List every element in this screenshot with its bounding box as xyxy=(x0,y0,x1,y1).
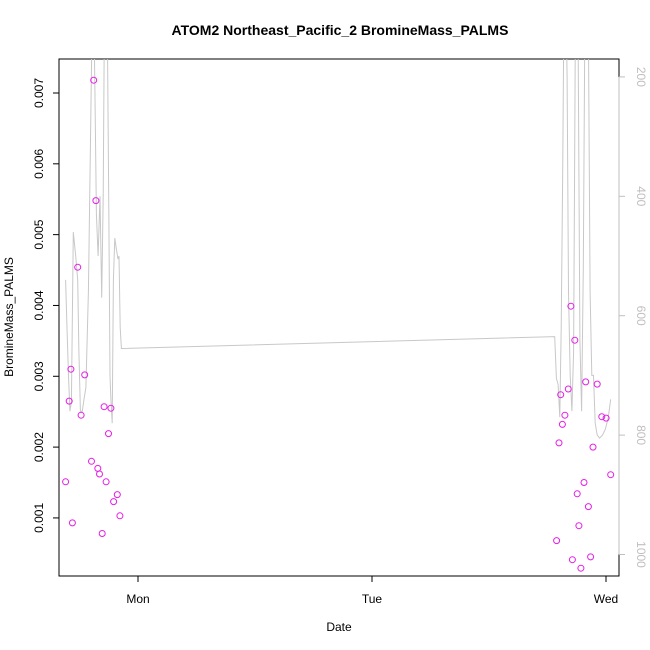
x-tick-label: Tue xyxy=(362,592,383,606)
data-point xyxy=(113,491,121,499)
y2-tick-label: 800 xyxy=(634,425,648,445)
data-point xyxy=(62,478,70,486)
y-tick-label: 0.002 xyxy=(32,432,46,462)
data-point xyxy=(116,512,124,520)
data-point xyxy=(92,197,100,205)
y-tick-label: 0.006 xyxy=(32,148,46,178)
pressure-line xyxy=(65,59,612,439)
data-point xyxy=(573,490,581,498)
data-point xyxy=(553,537,561,545)
chart-title: ATOM2 Northeast_Pacific_2 BromineMass_PA… xyxy=(172,22,509,38)
data-point xyxy=(96,470,103,478)
data-point xyxy=(564,385,572,393)
data-point xyxy=(598,413,606,421)
data-point xyxy=(105,430,112,438)
data-point xyxy=(584,503,592,511)
data-point xyxy=(88,457,95,465)
data-point xyxy=(582,378,590,386)
data-point xyxy=(90,76,98,84)
y-tick-label: 0.003 xyxy=(32,361,46,391)
data-point xyxy=(74,263,82,271)
data-point xyxy=(98,530,106,537)
data-point xyxy=(94,464,102,472)
plot-frame xyxy=(58,58,620,577)
data-point xyxy=(77,411,85,419)
x-tick-label: Wed xyxy=(594,592,618,606)
x-axis-label: Date xyxy=(326,620,352,634)
data-point xyxy=(571,336,579,344)
y-axis-label: BromineMass_PALMS xyxy=(2,257,16,377)
data-point xyxy=(602,414,610,422)
scatter-points xyxy=(62,76,615,572)
data-point xyxy=(577,564,585,572)
data-point xyxy=(555,439,563,447)
y-tick-label: 0.004 xyxy=(32,290,46,320)
data-point xyxy=(593,380,601,388)
data-point xyxy=(110,498,118,506)
y2-axis: 200 400 600 800 1000 xyxy=(618,67,648,568)
data-point xyxy=(67,365,75,373)
data-point xyxy=(575,522,583,530)
data-point xyxy=(65,397,73,405)
data-point xyxy=(100,403,108,411)
data-point xyxy=(68,519,76,527)
y2-tick-label: 600 xyxy=(634,306,648,326)
data-point xyxy=(561,411,569,419)
data-point xyxy=(567,302,575,310)
data-point xyxy=(558,420,566,428)
y-tick-label: 0.001 xyxy=(32,503,46,533)
y-tick-label: 0.005 xyxy=(32,219,46,249)
data-point xyxy=(102,478,110,486)
y-tick-label: 0.007 xyxy=(32,78,46,108)
y2-tick-label: 400 xyxy=(634,186,648,206)
x-axis: Mon Tue Wed xyxy=(126,576,618,606)
x-tick-label: Mon xyxy=(126,592,149,606)
pressure-line-layer xyxy=(65,59,612,439)
data-point xyxy=(557,391,565,399)
y2-tick-label: 1000 xyxy=(634,541,648,568)
data-point xyxy=(589,443,597,451)
data-point xyxy=(107,404,115,412)
data-point xyxy=(587,553,595,561)
y2-tick-label: 200 xyxy=(634,67,648,87)
data-point xyxy=(568,556,576,564)
data-point xyxy=(580,479,588,486)
data-point xyxy=(607,471,615,479)
y-axis: 0.001 0.002 0.003 0.004 0.005 0.006 0.007 xyxy=(32,78,59,533)
data-point xyxy=(81,371,89,379)
